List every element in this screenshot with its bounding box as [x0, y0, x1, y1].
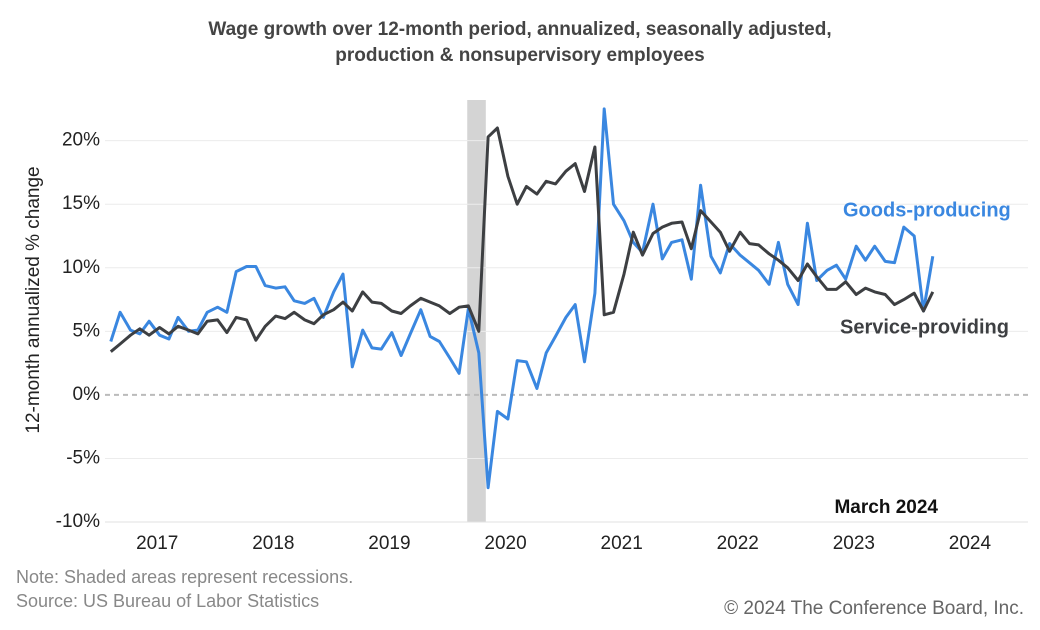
y-tick-label: 15%: [62, 193, 100, 214]
series-line: [109, 126, 935, 353]
copyright: © 2024 The Conference Board, Inc.: [724, 598, 1024, 619]
x-tick-label: 2021: [601, 533, 643, 554]
series-line: [109, 107, 935, 490]
series-label: Goods-producing: [843, 199, 1011, 221]
annotation: March 2024: [834, 497, 938, 518]
chart-title: Wage growth over 12-month period, annual…: [208, 19, 831, 40]
x-tick-label: 2022: [717, 533, 759, 554]
x-tick-label: 2023: [833, 533, 875, 554]
y-tick-label: -10%: [56, 511, 100, 532]
x-tick-label: 2019: [368, 533, 410, 554]
x-tick-label: 2020: [484, 533, 526, 554]
note: Note: Shaded areas represent recessions.: [16, 567, 353, 587]
x-tick-label: 2017: [136, 533, 178, 554]
series-label: Service-providing: [840, 316, 1009, 338]
y-axis-label: 12-month annualized % change: [23, 166, 44, 433]
x-tick-label: 2018: [252, 533, 294, 554]
recession-band: [467, 100, 486, 522]
source: Source: US Bureau of Labor Statistics: [16, 591, 319, 611]
x-tick-label: 2024: [949, 533, 992, 554]
y-tick-label: -5%: [66, 447, 100, 468]
y-tick-label: 10%: [62, 257, 100, 278]
y-tick-label: 0%: [73, 384, 101, 405]
y-tick-label: 20%: [62, 130, 100, 151]
chart-title: production & nonsupervisory employees: [335, 45, 705, 66]
y-tick-label: 5%: [73, 320, 101, 341]
